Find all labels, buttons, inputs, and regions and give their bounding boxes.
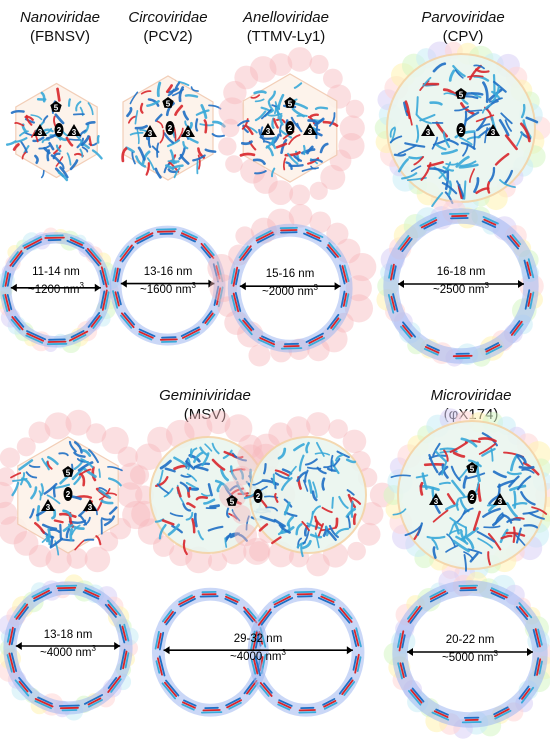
- capsid-anelloviridae: [209, 47, 371, 209]
- volume-text: ~4000 nm3: [210, 646, 306, 664]
- strain-name: (PCV2): [116, 27, 220, 46]
- dimension-label: 15-16 nm ~2000 nm3: [242, 267, 338, 299]
- diameter-text: 20-22 nm: [422, 633, 518, 647]
- volume-text: ~2500 nm3: [413, 279, 509, 297]
- volume-text: ~2000 nm3: [242, 281, 338, 299]
- diameter-text: 13-16 nm: [120, 265, 216, 279]
- strain-name: (FBNSV): [8, 27, 112, 46]
- volume-text: ~5000 nm3: [422, 647, 518, 665]
- diameter-text: 29-32 nm: [210, 632, 306, 646]
- strain-name: (TTMV-Ly1): [226, 27, 346, 46]
- volume-text: ~4000 nm3: [20, 642, 116, 660]
- diameter-text: 13-18 nm: [20, 628, 116, 642]
- diameter-text: 15-16 nm: [242, 267, 338, 281]
- volume-text: ~1200 nm3: [8, 279, 104, 297]
- dimension-label: 16-18 nm ~2500 nm3: [413, 265, 509, 297]
- dimension-label: 13-18 nm ~4000 nm3: [20, 628, 116, 660]
- family-name: Anelloviridae: [226, 8, 346, 27]
- diameter-text: 16-18 nm: [413, 265, 509, 279]
- volume-text: ~1600 nm3: [120, 279, 216, 297]
- family-name: Geminiviridae: [140, 386, 270, 405]
- family-header-nanoviridae: Nanoviridae (FBNSV): [8, 8, 112, 46]
- dimension-label: 11-14 nm ~1200 nm3: [8, 265, 104, 297]
- dimension-label: 29-32 nm ~4000 nm3: [210, 632, 306, 664]
- diameter-text: 11-14 nm: [8, 265, 104, 279]
- family-name: Circoviridae: [116, 8, 220, 27]
- family-header-circoviridae: Circoviridae (PCV2): [116, 8, 220, 46]
- family-name: Nanoviridae: [8, 8, 112, 27]
- dimension-label: 20-22 nm ~5000 nm3: [422, 633, 518, 665]
- dimension-label: 13-16 nm ~1600 nm3: [120, 265, 216, 297]
- family-header-anelloviridae: Anelloviridae (TTMV-Ly1): [226, 8, 346, 46]
